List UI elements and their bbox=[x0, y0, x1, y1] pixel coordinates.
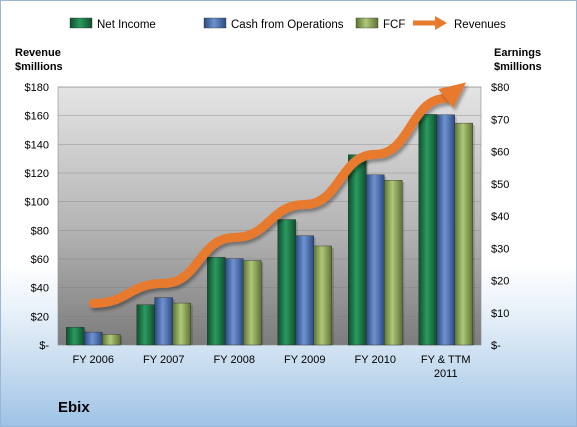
bar-cash-from-operations bbox=[436, 114, 455, 346]
left-tick-label: $20 bbox=[31, 311, 49, 323]
left-tick-label: $180 bbox=[25, 82, 49, 94]
bar-cash-from-operations bbox=[84, 331, 103, 346]
left-tick-label: $60 bbox=[31, 254, 49, 266]
right-tick-label: $70 bbox=[491, 114, 509, 126]
left-tick-label: $80 bbox=[31, 225, 49, 237]
right-tick-label: $20 bbox=[491, 276, 509, 288]
bar-net-income bbox=[66, 327, 85, 346]
x-tick-label: 2011 bbox=[434, 368, 458, 380]
legend: Net Income Cash from Operations FCF Revenue… bbox=[69, 16, 506, 31]
x-tick-label: FY & TTM bbox=[421, 354, 471, 366]
bar-cash-from-operations bbox=[366, 174, 385, 346]
axis-titles: Revenue $millions Earnings $millions bbox=[15, 47, 542, 73]
x-axis-ticks: FY 2006 FY 2007 FY 2008 FY 2009 FY 2010 FY & … bbox=[73, 354, 471, 380]
bars bbox=[66, 114, 475, 346]
left-tick-label: $160 bbox=[25, 111, 49, 123]
x-tick-label: FY 2008 bbox=[214, 354, 255, 366]
bar-net-income bbox=[136, 304, 155, 346]
bar-fcf bbox=[454, 122, 473, 346]
right-tick-label: $30 bbox=[491, 243, 509, 255]
right-tick-label: $80 bbox=[491, 82, 509, 94]
right-tick-label: $40 bbox=[491, 211, 509, 223]
bar-cash-from-operations bbox=[154, 297, 173, 346]
bar-net-income bbox=[277, 219, 296, 346]
left-tick-label: $120 bbox=[25, 168, 49, 180]
left-tick-label: $100 bbox=[25, 197, 49, 209]
x-tick-label: FY 2006 bbox=[73, 354, 114, 366]
legend-label: Cash from Operations bbox=[231, 19, 344, 31]
bar-fcf bbox=[384, 180, 403, 346]
revenue-line bbox=[88, 82, 467, 308]
revenue-arrowhead bbox=[438, 82, 467, 108]
bar-net-income bbox=[207, 257, 226, 346]
right-axis-title: $millions bbox=[494, 61, 542, 73]
gridlines bbox=[58, 86, 481, 317]
right-tick-label: $50 bbox=[491, 179, 509, 191]
left-tick-label: $40 bbox=[31, 283, 49, 295]
right-axis-title: Earnings bbox=[494, 47, 541, 59]
bar-fcf bbox=[313, 245, 332, 346]
left-axis-title: Revenue bbox=[15, 47, 61, 59]
bar-fcf bbox=[172, 302, 191, 346]
bar-net-income bbox=[348, 154, 367, 346]
x-tick-label: FY 2007 bbox=[143, 354, 184, 366]
right-tick-label: $60 bbox=[491, 147, 509, 159]
bar-cash-from-operations bbox=[295, 235, 314, 346]
right-tick-label: $- bbox=[491, 340, 501, 352]
bar-fcf bbox=[102, 334, 121, 346]
legend-label: FCF bbox=[383, 19, 405, 31]
legend-swatch bbox=[203, 17, 227, 29]
left-tick-label: $- bbox=[39, 340, 49, 352]
x-tick-label: FY 2010 bbox=[355, 354, 396, 366]
revenue-line-path bbox=[88, 93, 451, 308]
legend-label: Revenues bbox=[454, 19, 506, 31]
left-axis-title: $millions bbox=[15, 61, 63, 73]
right-tick-label: $10 bbox=[491, 308, 509, 320]
x-tick-label: FY 2009 bbox=[284, 354, 325, 366]
left-axis-ticks: $- $20 $40 $60 $80 $100 $120 $140 $160 $180 bbox=[25, 82, 50, 352]
legend-label: Net Income bbox=[97, 19, 156, 31]
company-label: Ebix bbox=[58, 399, 90, 416]
legend-arrow-head bbox=[435, 16, 447, 30]
bar-net-income bbox=[418, 114, 437, 346]
legend-swatch bbox=[355, 17, 379, 29]
right-axis-ticks: $- $10 $20 $30 $40 $50 $60 $70 $80 bbox=[491, 82, 509, 352]
legend-swatch bbox=[69, 17, 93, 29]
left-tick-label: $140 bbox=[25, 139, 49, 151]
bar-fcf bbox=[243, 260, 262, 346]
bar-cash-from-operations bbox=[225, 258, 244, 346]
